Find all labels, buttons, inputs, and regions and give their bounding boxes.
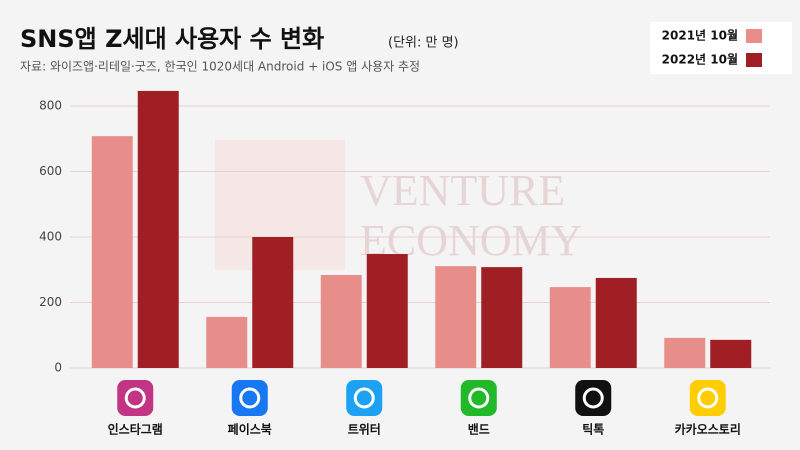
x-tick-label: 밴드 bbox=[468, 423, 490, 437]
y-tick-label: 0 bbox=[54, 361, 62, 375]
bar bbox=[710, 339, 752, 368]
legend-swatch bbox=[746, 29, 762, 43]
category-icon-detail bbox=[582, 387, 604, 409]
bar bbox=[206, 316, 248, 368]
bar bbox=[435, 266, 477, 368]
x-tick-label: 페이스북 bbox=[228, 422, 272, 437]
bar bbox=[137, 90, 179, 368]
watermark: VENTURE bbox=[360, 166, 565, 215]
x-tick-label: 카카오스토리 bbox=[675, 422, 741, 437]
category-icon bbox=[346, 380, 383, 416]
bar bbox=[91, 136, 133, 368]
category-icon-detail bbox=[697, 387, 719, 409]
category-icon-detail bbox=[124, 387, 146, 409]
category-icon bbox=[117, 380, 154, 416]
y-tick-label: 800 bbox=[39, 99, 62, 113]
bar bbox=[320, 274, 362, 368]
category-icon bbox=[460, 380, 497, 416]
y-tick-label: 400 bbox=[39, 230, 62, 244]
category-icon bbox=[231, 380, 268, 416]
legend-box bbox=[650, 22, 792, 74]
bar bbox=[549, 287, 591, 368]
bar bbox=[481, 267, 523, 368]
category-icon-detail bbox=[239, 387, 261, 409]
legend-swatch bbox=[746, 53, 762, 67]
chart-title: SNS앱 Z세대 사용자 수 변화 bbox=[20, 25, 324, 53]
bar bbox=[595, 277, 637, 368]
bar bbox=[366, 254, 408, 368]
category-icon bbox=[689, 380, 726, 416]
bar bbox=[664, 337, 706, 368]
legend-label: 2022년 10월 bbox=[662, 52, 738, 67]
x-tick-label: 틱톡 bbox=[582, 422, 604, 437]
source: 자료: 와이즈앱·리테일·굿즈, 한국인 1020세대 Android + iO… bbox=[20, 60, 420, 74]
category-icon-detail bbox=[353, 387, 375, 409]
x-tick-label: 트위터 bbox=[348, 422, 381, 437]
unit-note: (단위: 만 명) bbox=[388, 36, 459, 51]
y-tick-label: 600 bbox=[39, 164, 62, 178]
bar bbox=[252, 237, 294, 368]
x-tick-label: 인스타그램 bbox=[108, 422, 163, 437]
category-icon-detail bbox=[468, 387, 490, 409]
legend-label: 2021년 10월 bbox=[662, 28, 738, 43]
category-icon bbox=[575, 380, 612, 416]
y-tick-label: 200 bbox=[39, 295, 62, 309]
